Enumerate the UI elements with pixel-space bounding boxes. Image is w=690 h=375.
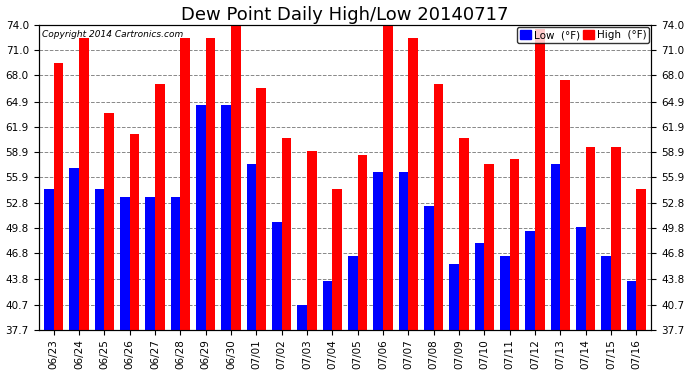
Bar: [170, 197, 180, 330]
Bar: [576, 226, 586, 330]
Bar: [560, 80, 570, 330]
Bar: [282, 138, 291, 330]
Bar: [408, 38, 418, 330]
Bar: [79, 38, 89, 330]
Bar: [104, 113, 114, 330]
Bar: [70, 168, 79, 330]
Bar: [146, 197, 155, 330]
Bar: [535, 29, 544, 330]
Bar: [333, 189, 342, 330]
Title: Dew Point Daily High/Low 20140717: Dew Point Daily High/Low 20140717: [181, 6, 509, 24]
Bar: [44, 189, 54, 330]
Bar: [627, 281, 636, 330]
Bar: [196, 105, 206, 330]
Bar: [130, 134, 139, 330]
Bar: [551, 164, 560, 330]
Bar: [206, 38, 215, 330]
Bar: [601, 256, 611, 330]
Text: Copyright 2014 Cartronics.com: Copyright 2014 Cartronics.com: [41, 30, 183, 39]
Bar: [510, 159, 520, 330]
Bar: [323, 281, 333, 330]
Bar: [307, 151, 317, 330]
Bar: [433, 84, 443, 330]
Bar: [459, 138, 469, 330]
Bar: [424, 206, 433, 330]
Bar: [297, 304, 307, 330]
Bar: [221, 105, 231, 330]
Bar: [95, 189, 104, 330]
Bar: [475, 243, 484, 330]
Bar: [348, 256, 357, 330]
Bar: [525, 231, 535, 330]
Bar: [247, 164, 257, 330]
Bar: [272, 222, 282, 330]
Bar: [54, 63, 63, 330]
Bar: [180, 38, 190, 330]
Bar: [357, 155, 367, 330]
Bar: [449, 264, 459, 330]
Bar: [383, 25, 393, 330]
Bar: [231, 12, 241, 330]
Bar: [373, 172, 383, 330]
Bar: [155, 84, 165, 330]
Bar: [120, 197, 130, 330]
Bar: [636, 189, 646, 330]
Bar: [611, 147, 620, 330]
Bar: [484, 164, 494, 330]
Bar: [399, 172, 408, 330]
Bar: [586, 147, 595, 330]
Bar: [257, 88, 266, 330]
Legend: Low  (°F), High  (°F): Low (°F), High (°F): [518, 27, 649, 44]
Bar: [500, 256, 510, 330]
